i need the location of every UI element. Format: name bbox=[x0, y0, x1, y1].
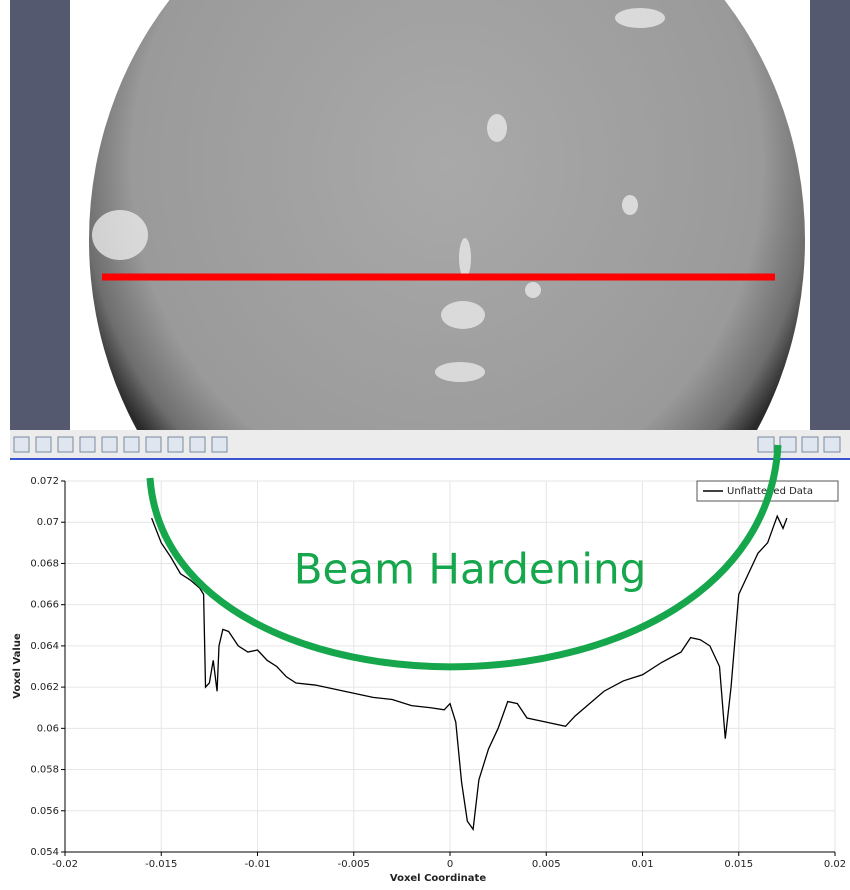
tool-button[interactable] bbox=[14, 437, 29, 452]
y-tick-label: 0.072 bbox=[30, 476, 59, 487]
y-tick-label: 0.064 bbox=[30, 641, 59, 652]
x-tick-label: -0.01 bbox=[245, 859, 271, 870]
y-tick-label: 0.068 bbox=[30, 558, 59, 569]
y-tick-label: 0.06 bbox=[37, 723, 59, 734]
tool-button[interactable] bbox=[124, 437, 139, 452]
y-tick-label: 0.058 bbox=[30, 765, 59, 776]
tool-button[interactable] bbox=[58, 437, 73, 452]
chart: 0.054 0.056 0.058 0.06 0.062 0.064 0.066 0.068 0… bbox=[30, 476, 846, 870]
x-tick-label: -0.02 bbox=[52, 859, 78, 870]
close-button[interactable] bbox=[824, 437, 840, 452]
y-tick-label: 0.056 bbox=[30, 806, 59, 817]
tool-button[interactable] bbox=[190, 437, 205, 452]
tool-button[interactable] bbox=[80, 437, 95, 452]
tool-button[interactable] bbox=[102, 437, 117, 452]
tool-button[interactable] bbox=[36, 437, 51, 452]
x-axis-label: Voxel Coordinate bbox=[390, 873, 486, 884]
side-bar bbox=[810, 0, 850, 430]
side-bar bbox=[10, 0, 70, 430]
x-tick-label: -0.015 bbox=[145, 859, 177, 870]
y-tick-label: 0.07 bbox=[37, 517, 59, 528]
tool-button[interactable] bbox=[168, 437, 183, 452]
tool-button[interactable] bbox=[146, 437, 161, 452]
x-tick-label: -0.005 bbox=[338, 859, 370, 870]
x-tick-label: 0.005 bbox=[532, 859, 561, 870]
x-tick-label: 0.02 bbox=[824, 859, 846, 870]
y-tick-label: 0.054 bbox=[30, 847, 59, 858]
screen: 0.054 0.056 0.058 0.06 0.062 0.064 0.066 0.068 0… bbox=[0, 0, 850, 886]
tool-button[interactable] bbox=[212, 437, 227, 452]
y-tick-label: 0.066 bbox=[30, 600, 59, 611]
split-button[interactable] bbox=[780, 437, 796, 452]
maximize-button[interactable] bbox=[802, 437, 818, 452]
x-tick-label: 0.01 bbox=[631, 859, 653, 870]
annotation: Beam Hardening bbox=[294, 545, 647, 594]
x-tick-label: 0.015 bbox=[724, 859, 753, 870]
x-tick-label: 0 bbox=[447, 859, 453, 870]
image-view bbox=[10, 0, 850, 620]
split-button[interactable] bbox=[758, 437, 774, 452]
y-axis-label: Voxel Value bbox=[12, 633, 23, 699]
y-tick-label: 0.062 bbox=[30, 682, 59, 693]
